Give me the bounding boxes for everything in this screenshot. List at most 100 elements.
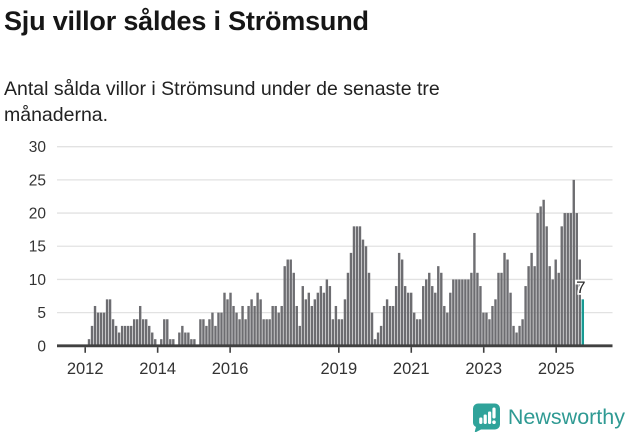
bar <box>352 226 356 346</box>
bar <box>560 226 563 346</box>
bar <box>464 279 467 346</box>
bar <box>114 325 118 346</box>
bar <box>301 286 304 346</box>
bar <box>506 259 509 346</box>
bar <box>90 325 94 346</box>
bar <box>461 279 464 346</box>
bar <box>289 259 292 346</box>
logo-exclamation-dot <box>492 420 496 424</box>
bar <box>376 332 380 346</box>
bar <box>193 339 196 346</box>
bar <box>286 259 289 346</box>
bar <box>244 319 247 346</box>
bar <box>400 259 404 346</box>
x-tick-label: 2023 <box>465 360 502 378</box>
bar <box>373 339 377 346</box>
bar <box>238 319 241 346</box>
bar <box>509 292 512 346</box>
bar <box>229 292 232 346</box>
bar <box>169 339 172 346</box>
bar <box>87 339 91 346</box>
bar <box>488 319 491 346</box>
bar <box>422 286 425 346</box>
bar <box>449 292 452 346</box>
bar <box>364 246 368 346</box>
bar <box>247 305 250 346</box>
bar <box>397 252 401 346</box>
bar <box>569 213 572 346</box>
bar <box>235 312 238 346</box>
bar <box>181 325 184 346</box>
bar <box>346 272 350 346</box>
bar <box>298 325 301 346</box>
bar <box>539 206 542 346</box>
bar <box>394 286 398 346</box>
bar <box>415 319 419 346</box>
bar <box>274 305 277 346</box>
x-tick-label: 2025 <box>538 360 575 378</box>
logo-exclamation-bar <box>492 407 496 419</box>
bar <box>310 305 314 346</box>
bar <box>93 305 97 346</box>
subtitle-line-2: månaderna. <box>4 104 109 126</box>
bar <box>403 286 407 346</box>
bar <box>485 312 488 346</box>
brand-name: Newsworthy <box>507 404 625 429</box>
bar <box>117 332 121 346</box>
bar <box>437 266 440 346</box>
bar <box>361 239 365 346</box>
bar <box>370 312 374 346</box>
bar <box>250 299 253 346</box>
last-value-label: 7 <box>576 278 585 297</box>
x-tick-label: 2016 <box>212 360 249 378</box>
bar <box>105 299 109 346</box>
bar <box>145 319 148 346</box>
bar <box>521 319 524 346</box>
bar <box>166 319 169 346</box>
bar <box>340 319 344 346</box>
bar <box>497 272 500 346</box>
bar <box>319 286 323 346</box>
brand-logo[interactable]: Newsworthy <box>472 401 625 433</box>
bar <box>578 259 581 346</box>
bar <box>184 332 187 346</box>
bar <box>536 213 539 346</box>
bar <box>277 312 280 346</box>
bar <box>557 272 560 346</box>
bar <box>452 279 455 346</box>
bar <box>331 319 335 346</box>
x-tick-label: 2021 <box>393 360 430 378</box>
x-tick-label: 2012 <box>67 360 104 378</box>
bar <box>202 319 205 346</box>
bar <box>512 325 515 346</box>
bar <box>467 279 470 346</box>
bar <box>530 252 533 346</box>
bar <box>262 319 265 346</box>
bar <box>409 292 413 346</box>
bar <box>253 305 256 346</box>
bar <box>575 213 578 346</box>
bar <box>232 305 235 346</box>
bar <box>419 319 422 346</box>
bar <box>190 339 193 346</box>
bar <box>280 305 283 346</box>
bar <box>208 319 211 346</box>
bar <box>391 305 395 346</box>
bar <box>337 319 341 346</box>
bar <box>132 319 136 346</box>
bar <box>349 252 353 346</box>
bar <box>431 286 434 346</box>
bar <box>141 319 145 346</box>
bar <box>388 305 392 346</box>
page-title: Sju villor såldes i Strömsund <box>4 6 369 36</box>
bar <box>334 305 338 346</box>
bar <box>111 319 115 346</box>
bar <box>178 332 181 346</box>
bar <box>470 272 473 346</box>
bar <box>367 272 371 346</box>
bar <box>126 325 130 346</box>
bar <box>259 299 262 346</box>
bar <box>385 299 389 346</box>
bar <box>382 305 386 346</box>
